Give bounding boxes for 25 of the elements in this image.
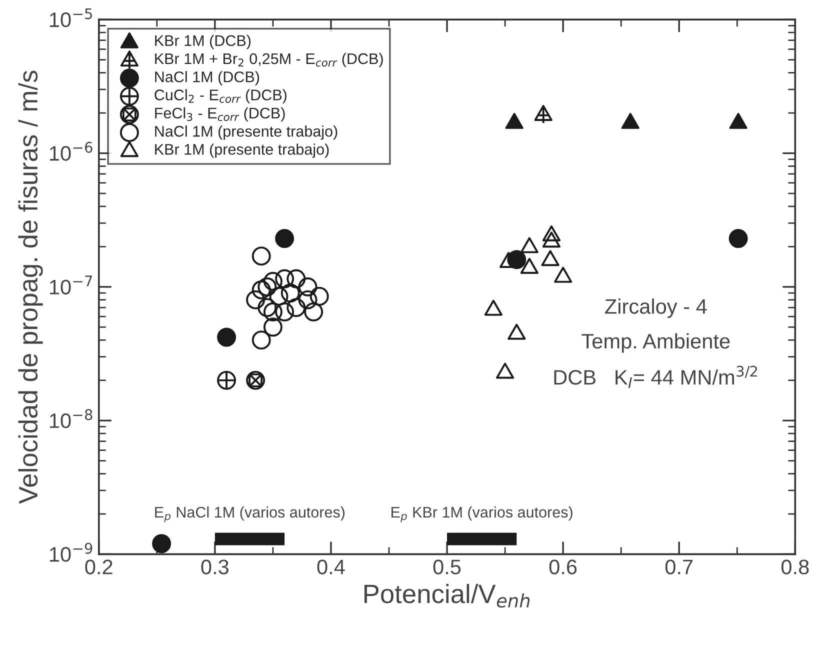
x-tick-label: 0.3 xyxy=(201,560,228,574)
x-tick-label: 0.2 xyxy=(85,560,112,574)
x-tick-label: 0.6 xyxy=(549,560,577,574)
legend-label: FeCl$_{3}$ - E$_{corr}$ (DCB) xyxy=(155,107,285,122)
annotation: DCB K$_{I}$= 44 MN/m$^{3/2}$ xyxy=(554,366,758,388)
legend-label: NaCl 1M (presente trabajo) xyxy=(155,126,338,140)
x-tick-label: 0.8 xyxy=(781,560,809,574)
y-tick-label: 10$^{−8}$ xyxy=(50,409,92,428)
annotation: Temp. Ambiente xyxy=(582,333,730,353)
y-tick-label: 10$^{−6}$ xyxy=(50,142,92,161)
y-axis-title: Velocidad de propag. de fisuras / m/s xyxy=(18,70,43,504)
x-tick-label: 0.7 xyxy=(665,560,693,574)
y-tick-label: 10$^{−5}$ xyxy=(50,8,92,28)
annotation: Zircaloy - 4 xyxy=(605,298,707,318)
legend-label: CuCl$_{2}$ - E$_{corr}$ (DCB) xyxy=(154,89,286,104)
x-tick-label: 0.4 xyxy=(317,560,345,574)
legend-label: NaCl 1M (DCB) xyxy=(155,71,260,86)
annotation: E$_{p}$ NaCl 1M (varios autores) xyxy=(155,506,345,522)
x-axis-title: Potencial/V$_{enh}$ xyxy=(364,584,530,608)
y-tick-label: 10$^{−7}$ xyxy=(50,276,92,294)
legend-label: KBr 1M (DCB) xyxy=(155,34,251,50)
x-tick-label: 0.5 xyxy=(433,560,461,574)
legend-label: KBr 1M (presente trabajo) xyxy=(155,144,329,158)
annotation: E$_{p}$ KBr 1M (varios autores) xyxy=(391,506,572,522)
legend-label: KBr 1M + Br$_{2}$ 0,25M - E$_{corr}$ (DCB) xyxy=(155,52,383,68)
